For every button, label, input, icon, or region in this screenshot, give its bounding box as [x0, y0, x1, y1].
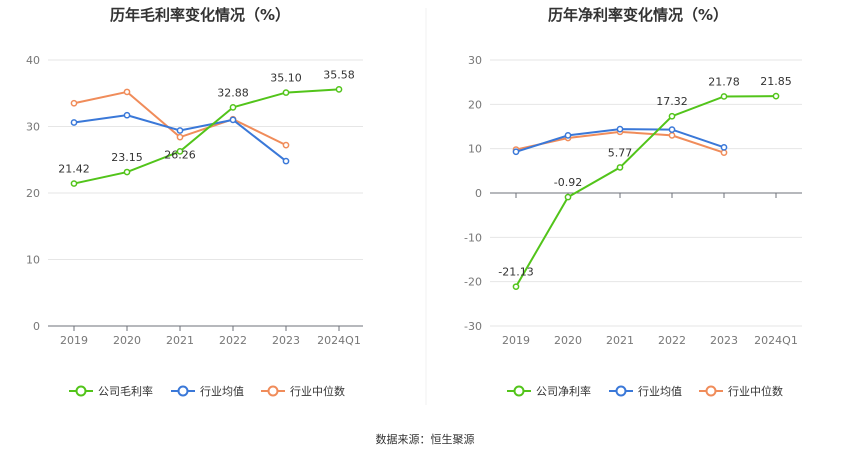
x-tick-label: 2020: [554, 334, 582, 347]
data-source-note: 数据来源：恒生聚源: [376, 432, 475, 446]
data-label: 21.85: [760, 75, 792, 88]
legend-item: 公司毛利率: [69, 384, 153, 398]
data-point: [564, 193, 572, 201]
y-tick-label: 10: [26, 254, 40, 267]
data-point: [720, 93, 728, 100]
legend-label: 行业均值: [200, 385, 244, 398]
data-point: [772, 92, 780, 100]
x-tick-label: 2023: [272, 334, 300, 347]
series-line: [515, 95, 777, 288]
x-tick-label: 2019: [502, 334, 530, 347]
data-point: [123, 88, 131, 96]
data-point: [176, 127, 184, 134]
legend-marker: [705, 385, 717, 397]
data-point: [229, 116, 237, 124]
y-tick-label: 30: [26, 121, 40, 134]
data-label: 26.26: [164, 148, 196, 161]
data-label: 17.32: [656, 95, 688, 108]
data-point: [282, 157, 290, 165]
data-point: [229, 103, 237, 111]
data-point: [720, 149, 728, 157]
legend-label: 行业中位数: [290, 384, 345, 398]
chart-title: 历年毛利率变化情况（%）: [110, 6, 290, 24]
x-tick-label: 2024Q1: [317, 334, 361, 347]
data-point: [176, 148, 184, 155]
legend-item: 行业均值: [609, 385, 682, 398]
y-tick-label: 20: [26, 187, 40, 200]
y-tick-label: 0: [475, 187, 482, 200]
data-label: -0.92: [554, 176, 582, 189]
x-tick-label: 2020: [113, 334, 141, 347]
data-point: [282, 141, 290, 149]
y-tick-label: 20: [468, 98, 482, 111]
data-label: 21.78: [708, 75, 740, 88]
legend-marker: [75, 385, 87, 397]
data-point: [282, 89, 290, 96]
data-point: [668, 126, 676, 133]
data-label: -21.13: [498, 266, 533, 279]
data-point: [123, 111, 131, 119]
legend-item: 行业均值: [171, 385, 244, 398]
data-label: 35.10: [270, 72, 302, 85]
x-tick-label: 2023: [710, 334, 738, 347]
x-tick-label: 2019: [60, 334, 88, 347]
x-tick-label: 2021: [166, 334, 194, 347]
y-tick-label: 30: [468, 54, 482, 67]
y-tick-label: -30: [464, 320, 482, 333]
data-point: [616, 164, 624, 171]
data-point: [512, 283, 520, 291]
legend-item: 行业中位数: [699, 384, 783, 398]
y-tick-label: -20: [464, 276, 482, 289]
data-point: [123, 168, 131, 176]
y-tick-label: 0: [33, 320, 40, 333]
y-tick-label: 40: [26, 54, 40, 67]
legend-label: 行业均值: [638, 385, 682, 398]
legend-marker: [177, 385, 189, 397]
data-point: [616, 125, 624, 133]
legend-marker: [615, 385, 627, 397]
data-label: 23.15: [111, 151, 143, 164]
data-point: [512, 148, 520, 156]
data-point: [70, 180, 78, 187]
data-point: [668, 112, 676, 120]
data-point: [70, 99, 78, 107]
series-line: [73, 88, 340, 185]
data-point: [176, 133, 184, 141]
y-tick-label: -10: [464, 231, 482, 244]
legend-marker: [267, 385, 279, 397]
x-tick-label: 2024Q1: [754, 334, 798, 347]
data-point: [70, 119, 78, 126]
data-point: [720, 143, 728, 151]
data-label: 32.88: [217, 86, 249, 99]
legend-label: 公司毛利率: [98, 384, 153, 398]
x-tick-label: 2022: [658, 334, 686, 347]
chart-title: 历年净利率变化情况（%）: [548, 6, 728, 24]
data-label: 21.42: [58, 163, 90, 176]
gross-margin-chart: 历年毛利率变化情况（%） 0 10 20 30 40 2019 2020 2021 2022 202…: [26, 6, 363, 398]
legend-item: 公司净利率: [507, 384, 591, 398]
legend-item: 行业中位数: [261, 384, 345, 398]
legend-label: 行业中位数: [728, 384, 783, 398]
x-tick-label: 2021: [606, 334, 634, 347]
x-tick-label: 2022: [219, 334, 247, 347]
legend-marker: [513, 385, 525, 397]
data-label: 35.58: [323, 68, 355, 81]
data-point: [668, 132, 676, 139]
data-label: 5.77: [608, 146, 633, 159]
data-point: [335, 86, 343, 93]
y-tick-label: 10: [468, 143, 482, 156]
data-point: [564, 132, 572, 139]
legend-label: 公司净利率: [536, 384, 591, 398]
net-margin-chart: 历年净利率变化情况（%） -30 -20 -10 0 10 20 30 2019 2020 2021…: [464, 6, 802, 398]
